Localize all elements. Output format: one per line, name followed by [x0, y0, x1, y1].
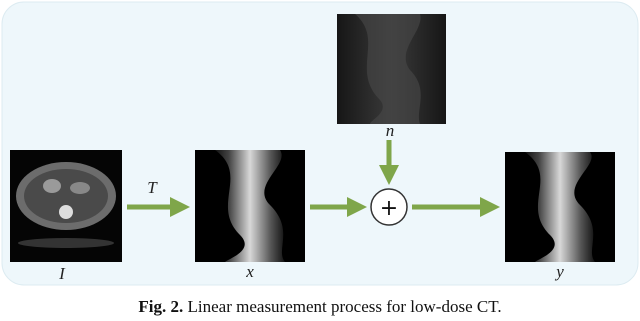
sinogram-x: [195, 150, 305, 262]
label-input: I: [58, 264, 66, 283]
sinogram-y: [505, 152, 615, 262]
sum-symbol: +: [380, 196, 398, 221]
caption-text: Linear measurement process for low-dose …: [188, 297, 502, 316]
panel: [1, 1, 639, 286]
noise-image: [337, 14, 446, 124]
caption: Fig. 2. Linear measurement process for l…: [138, 297, 501, 316]
label-transform: T: [147, 178, 158, 197]
caption-number: Fig. 2.: [138, 297, 183, 316]
sum-node: [370, 188, 408, 226]
label-noise: n: [386, 121, 395, 140]
label-output: y: [554, 262, 564, 281]
label-measurement: x: [245, 262, 254, 281]
ct-image: [10, 150, 122, 262]
